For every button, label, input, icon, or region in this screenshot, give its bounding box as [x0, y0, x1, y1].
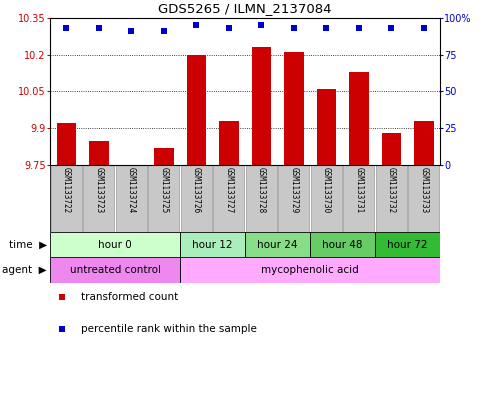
Text: GSM1133731: GSM1133731	[354, 167, 363, 213]
Text: GSM1133730: GSM1133730	[322, 167, 331, 213]
Bar	[382, 133, 401, 165]
Point	[62, 25, 70, 31]
Bar	[284, 52, 303, 165]
Text: time  ▶: time ▶	[9, 239, 47, 250]
Bar	[57, 123, 76, 165]
Text: percentile rank within the sample: percentile rank within the sample	[81, 323, 257, 334]
Point	[257, 22, 265, 29]
Text: untreated control: untreated control	[70, 265, 160, 275]
Text: GSM1133732: GSM1133732	[387, 167, 396, 213]
Bar	[311, 165, 342, 232]
Bar	[180, 257, 440, 283]
Bar	[310, 232, 375, 257]
Text: transformed count: transformed count	[81, 292, 178, 302]
Point	[322, 25, 330, 31]
Bar	[414, 121, 434, 165]
Text: hour 72: hour 72	[387, 239, 428, 250]
Point	[387, 25, 395, 31]
Text: GSM1133726: GSM1133726	[192, 167, 201, 213]
Text: mycophenolic acid: mycophenolic acid	[261, 265, 359, 275]
Point	[290, 25, 298, 31]
Bar	[343, 165, 374, 232]
Text: GSM1133724: GSM1133724	[127, 167, 136, 213]
Text: agent  ▶: agent ▶	[2, 265, 47, 275]
Point	[128, 28, 135, 34]
Text: hour 48: hour 48	[322, 239, 363, 250]
Point	[420, 25, 427, 31]
Text: GSM1133727: GSM1133727	[224, 167, 233, 213]
Bar	[154, 148, 173, 165]
Bar	[50, 232, 180, 257]
Text: GSM1133729: GSM1133729	[289, 167, 298, 213]
Bar	[213, 165, 244, 232]
Bar	[245, 232, 310, 257]
Point	[58, 325, 66, 332]
Text: GSM1133722: GSM1133722	[62, 167, 71, 213]
Title: GDS5265 / ILMN_2137084: GDS5265 / ILMN_2137084	[158, 2, 332, 15]
Bar	[89, 141, 109, 165]
Point	[160, 28, 168, 34]
Bar	[181, 165, 212, 232]
Bar	[115, 165, 147, 232]
Point	[95, 25, 102, 31]
Text: GSM1133725: GSM1133725	[159, 167, 168, 213]
Text: GSM1133733: GSM1133733	[419, 167, 428, 213]
Bar	[51, 165, 82, 232]
Bar	[278, 165, 309, 232]
Bar	[148, 165, 179, 232]
Bar	[180, 232, 245, 257]
Bar	[408, 165, 440, 232]
Text: GSM1133728: GSM1133728	[257, 167, 266, 213]
Bar	[349, 72, 369, 165]
Bar	[186, 55, 206, 165]
Bar	[252, 48, 271, 165]
Text: hour 0: hour 0	[98, 239, 132, 250]
Text: hour 24: hour 24	[257, 239, 298, 250]
Bar	[246, 165, 277, 232]
Point	[192, 22, 200, 29]
Bar	[50, 257, 180, 283]
Point	[225, 25, 233, 31]
Bar	[316, 89, 336, 165]
Bar	[376, 165, 407, 232]
Text: hour 12: hour 12	[192, 239, 233, 250]
Bar	[219, 121, 239, 165]
Bar	[375, 232, 440, 257]
Bar	[83, 165, 114, 232]
Point	[58, 294, 66, 300]
Text: GSM1133723: GSM1133723	[94, 167, 103, 213]
Point	[355, 25, 363, 31]
